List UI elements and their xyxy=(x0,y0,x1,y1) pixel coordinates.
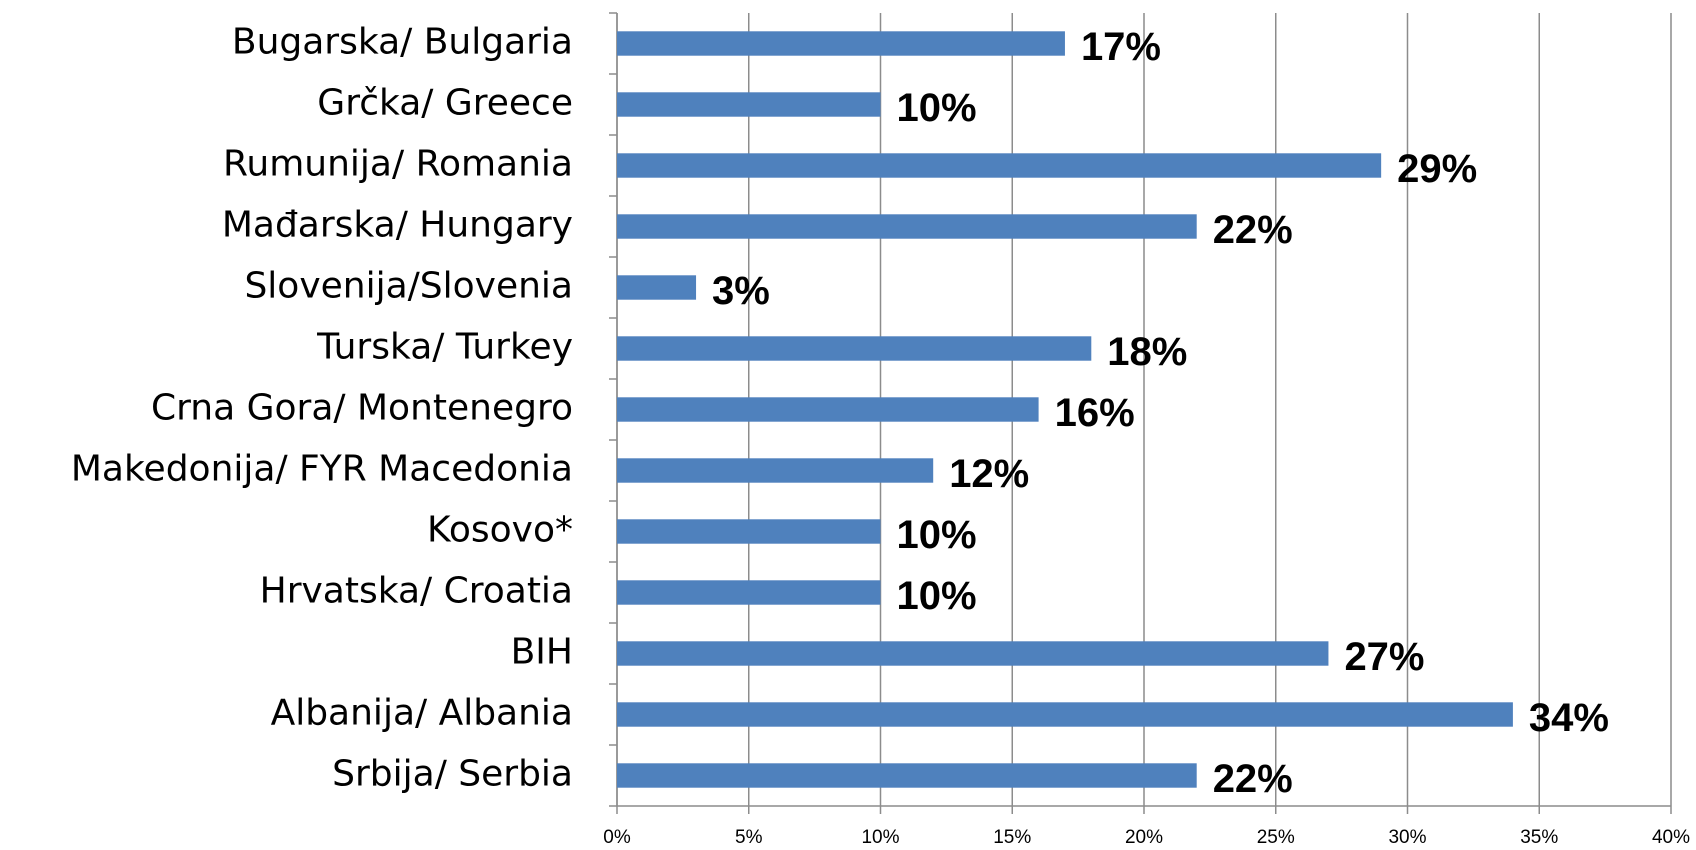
bar xyxy=(617,519,881,544)
y-tick-label: Makedonija/ FYR Macedonia xyxy=(71,449,573,490)
y-tick-label: BIH xyxy=(511,632,573,673)
y-tick-label: Bugarska/ Bulgaria xyxy=(232,22,573,63)
bar xyxy=(617,641,1329,666)
data-label: 10% xyxy=(897,86,977,130)
x-tick-label: 20% xyxy=(1125,827,1163,848)
x-tick-label: 0% xyxy=(603,827,631,848)
y-tick-label: Grčka/ Greece xyxy=(317,83,573,124)
data-label: 29% xyxy=(1397,147,1477,191)
y-tick-label: Mađarska/ Hungary xyxy=(222,205,573,246)
data-label: 12% xyxy=(949,452,1029,496)
x-tick-label: 30% xyxy=(1388,827,1426,848)
bar xyxy=(617,336,1092,361)
y-tick-label: Kosovo* xyxy=(427,510,573,551)
y-tick-label: Hrvatska/ Croatia xyxy=(260,571,573,612)
data-label: 10% xyxy=(897,574,977,618)
bar xyxy=(617,153,1382,178)
x-tick-label: 10% xyxy=(861,827,899,848)
bar xyxy=(617,702,1513,727)
x-tick-label: 25% xyxy=(1257,827,1295,848)
bar xyxy=(617,763,1197,788)
data-label: 3% xyxy=(712,269,770,313)
data-label: 34% xyxy=(1529,696,1609,740)
data-label: 10% xyxy=(897,513,977,557)
bar xyxy=(617,214,1197,239)
bar xyxy=(617,397,1039,422)
data-label: 22% xyxy=(1213,757,1293,801)
y-tick-label: Crna Gora/ Montenegro xyxy=(151,388,573,429)
bar xyxy=(617,31,1065,56)
bar xyxy=(617,275,697,300)
x-tick-label: 5% xyxy=(735,827,763,848)
x-tick-label: 35% xyxy=(1520,827,1558,848)
x-tick-label: 40% xyxy=(1652,827,1690,848)
data-label: 18% xyxy=(1107,330,1187,374)
y-tick-label: Srbija/ Serbia xyxy=(332,754,573,795)
bar xyxy=(617,458,934,483)
data-label: 16% xyxy=(1055,391,1135,435)
bar xyxy=(617,92,881,117)
y-tick-label: Albanija/ Albania xyxy=(271,693,573,734)
data-label: 22% xyxy=(1213,208,1293,252)
x-tick-label: 15% xyxy=(993,827,1031,848)
data-label: 27% xyxy=(1344,635,1424,679)
data-label: 17% xyxy=(1081,25,1161,69)
y-tick-label: Turska/ Turkey xyxy=(316,327,573,368)
y-tick-label: Rumunija/ Romania xyxy=(223,144,573,185)
bar xyxy=(617,580,881,605)
y-tick-label: Slovenija/Slovenia xyxy=(244,266,573,307)
